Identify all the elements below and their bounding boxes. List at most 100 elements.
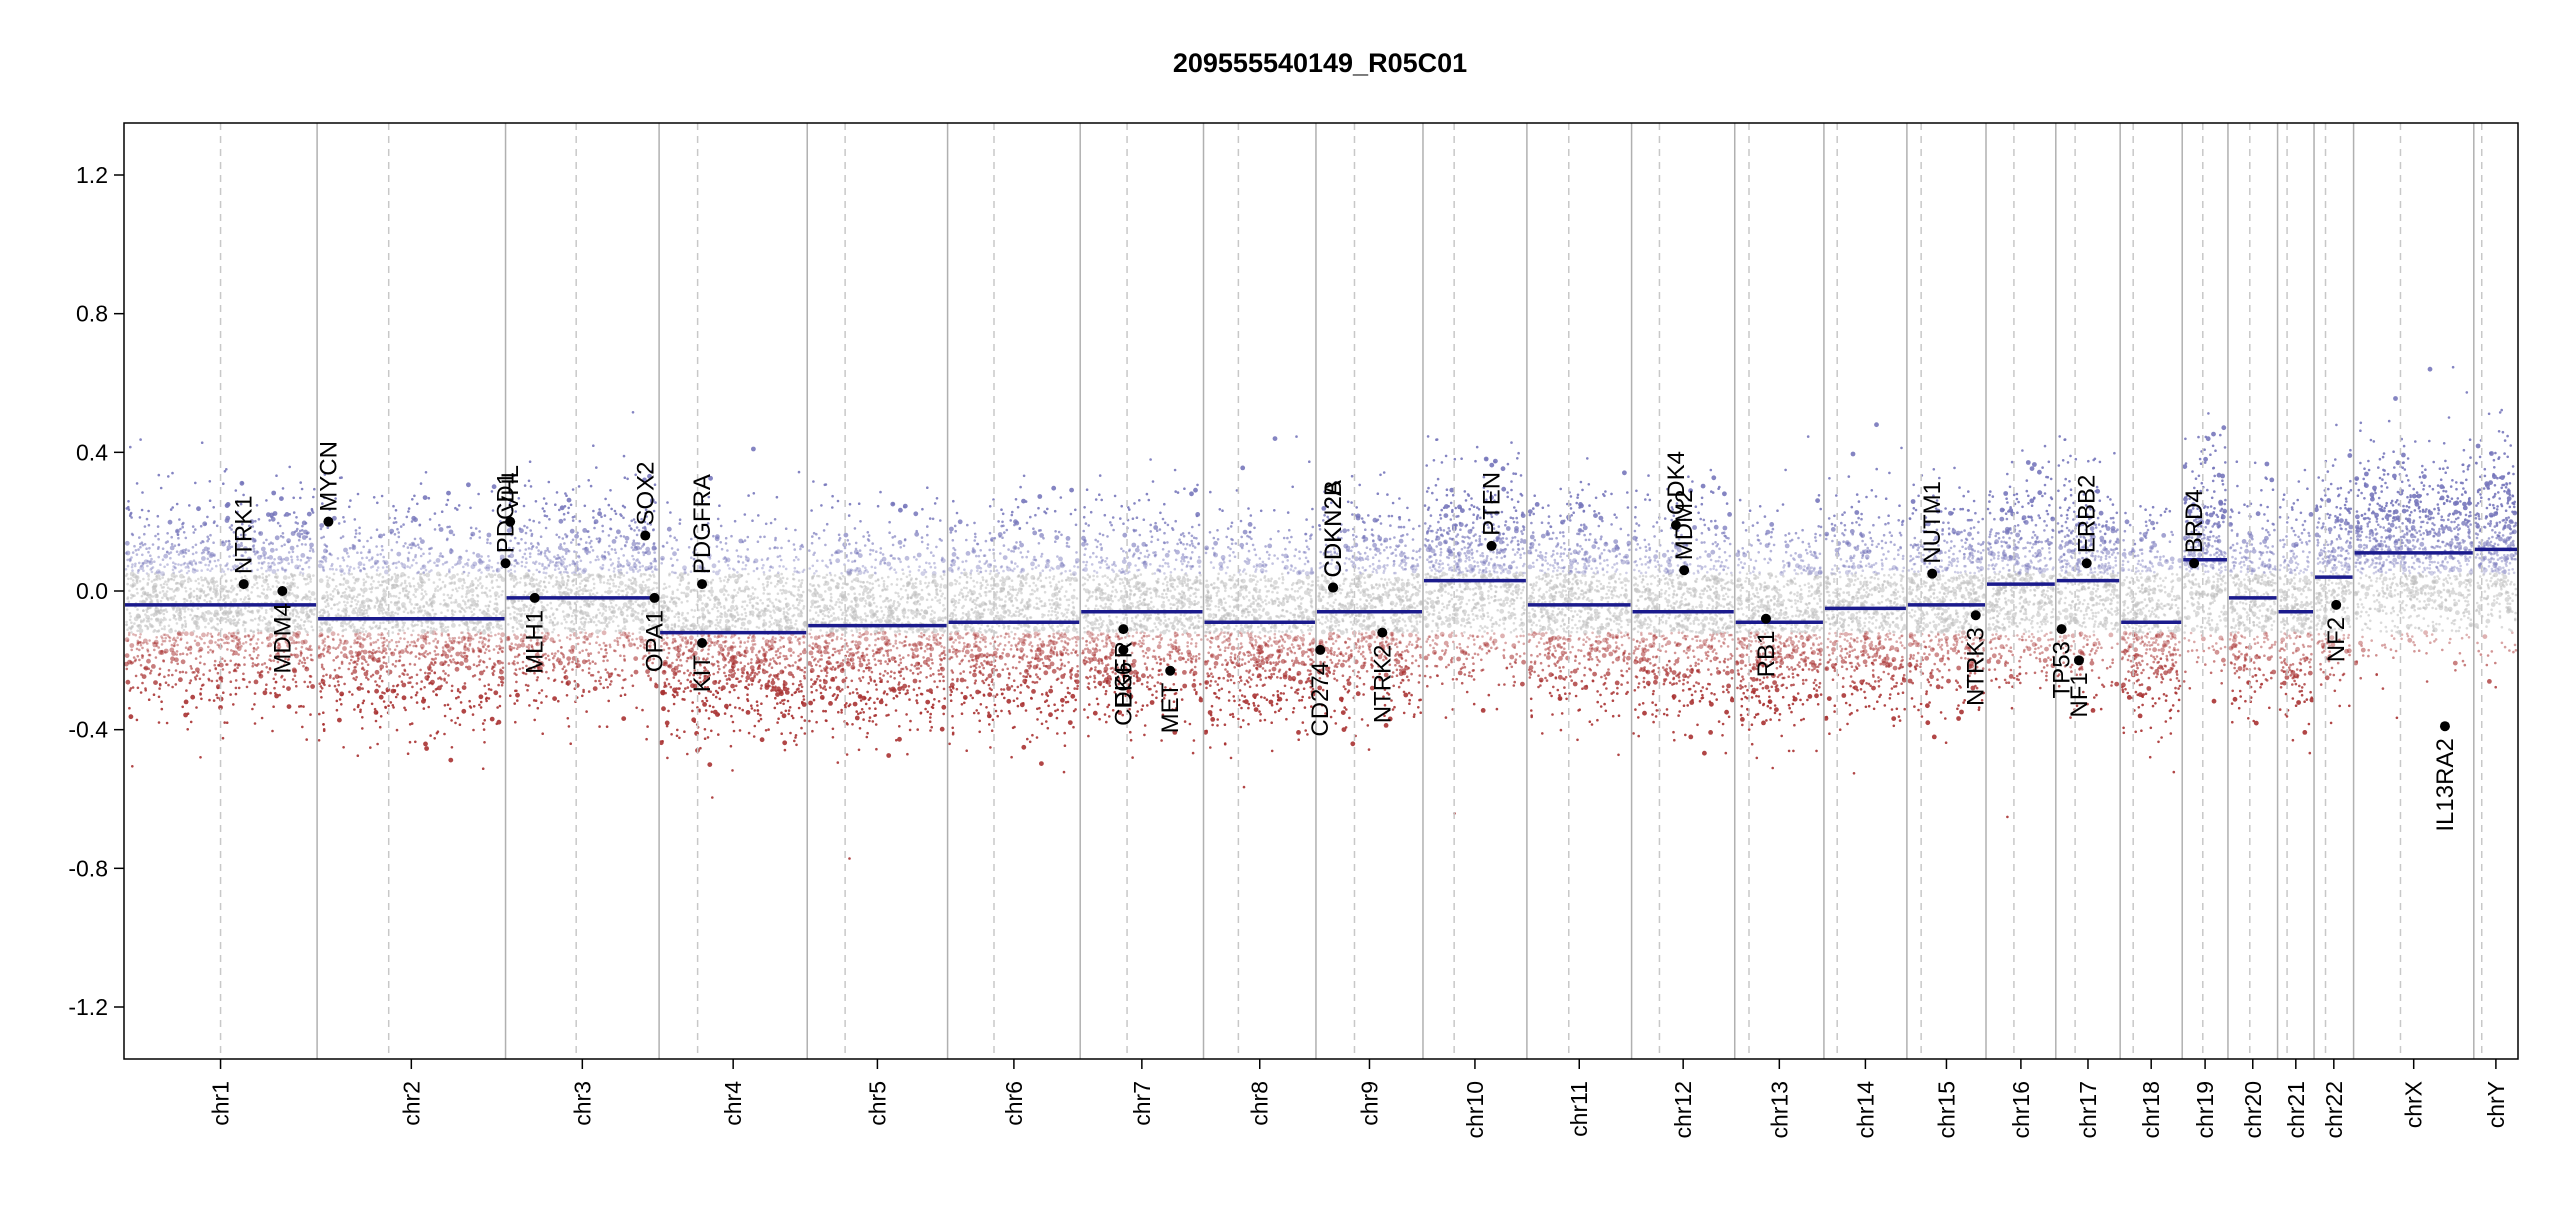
probe-point [407,510,410,513]
probe-point [378,583,382,587]
probe-point [584,621,587,624]
probe-point [165,721,169,725]
probe-point [376,638,380,642]
probe-point [346,551,349,555]
probe-point [312,613,316,616]
probe-point [149,593,152,597]
probe-point [477,492,480,496]
probe-point [782,654,786,658]
probe-point [398,607,401,610]
probe-point [203,662,206,666]
probe-point [518,622,521,626]
probe-point [614,667,617,671]
probe-point [454,598,458,602]
probe-point [457,504,461,507]
probe-point [225,641,228,644]
probe-point [336,633,340,636]
probe-point [294,680,298,684]
probe-point [541,732,544,735]
probe-point [207,677,210,681]
probe-point [627,639,631,643]
probe-point [182,555,186,558]
probe-point [370,576,374,580]
probe-point [645,737,648,741]
probe-point [293,582,296,585]
probe-point [542,589,545,592]
probe-point [418,605,422,608]
probe-point [413,494,416,498]
probe-point [170,643,174,647]
probe-point [559,505,565,511]
probe-point [184,586,187,590]
probe-point [514,643,517,646]
probe-point [192,559,196,562]
probe-point [358,526,361,530]
probe-point [654,565,657,568]
probe-point [224,606,227,609]
probe-point [559,646,563,649]
probe-point [435,628,438,631]
probe-point [451,588,455,592]
probe-point [199,756,202,759]
probe-point [318,712,321,716]
probe-point [575,614,578,618]
probe-point [577,660,580,663]
probe-point [289,545,295,551]
probe-point [243,598,246,601]
probe-point [632,570,635,574]
probe-point [440,510,444,513]
probe-point [361,623,365,627]
probe-point [156,598,159,602]
probe-point [200,684,204,687]
probe-point [433,737,437,740]
probe-point [291,582,294,586]
probe-point [410,675,414,679]
probe-point [288,465,292,469]
probe-point [128,557,132,561]
probe-point [378,626,382,630]
probe-point [412,577,415,580]
probe-point [356,632,359,636]
probe-point [441,562,445,566]
probe-point [256,586,259,590]
probe-point [420,592,424,595]
probe-point [278,642,281,646]
probe-point [543,585,547,588]
probe-point [524,541,527,545]
probe-point [256,646,260,649]
probe-point [537,549,540,552]
probe-point [167,519,173,525]
probe-point [274,680,278,684]
probe-point [445,604,449,607]
probe-point [397,659,401,663]
probe-point [309,542,314,548]
probe-point [366,663,370,666]
probe-point [393,648,397,652]
probe-point [500,632,505,638]
probe-point [544,576,547,579]
probe-point [361,556,364,560]
probe-point [375,569,379,572]
probe-point [602,603,605,606]
probe-point [147,573,150,576]
probe-point [181,652,185,655]
probe-point [430,657,434,661]
probe-point [616,565,620,568]
probe-point [463,658,469,663]
probe-point [467,629,470,632]
probe-point [171,471,174,475]
probe-point [303,620,306,624]
probe-point [567,627,570,630]
probe-point [540,601,543,604]
probe-point [542,567,546,571]
probe-point [300,661,304,664]
probe-point [185,653,189,656]
probe-point [453,661,456,664]
probe-point [454,721,457,725]
probe-point [428,651,432,655]
probe-point [208,698,211,702]
probe-point [125,608,129,611]
probe-point [595,466,598,469]
probe-point [433,561,436,565]
probe-point [275,474,278,478]
